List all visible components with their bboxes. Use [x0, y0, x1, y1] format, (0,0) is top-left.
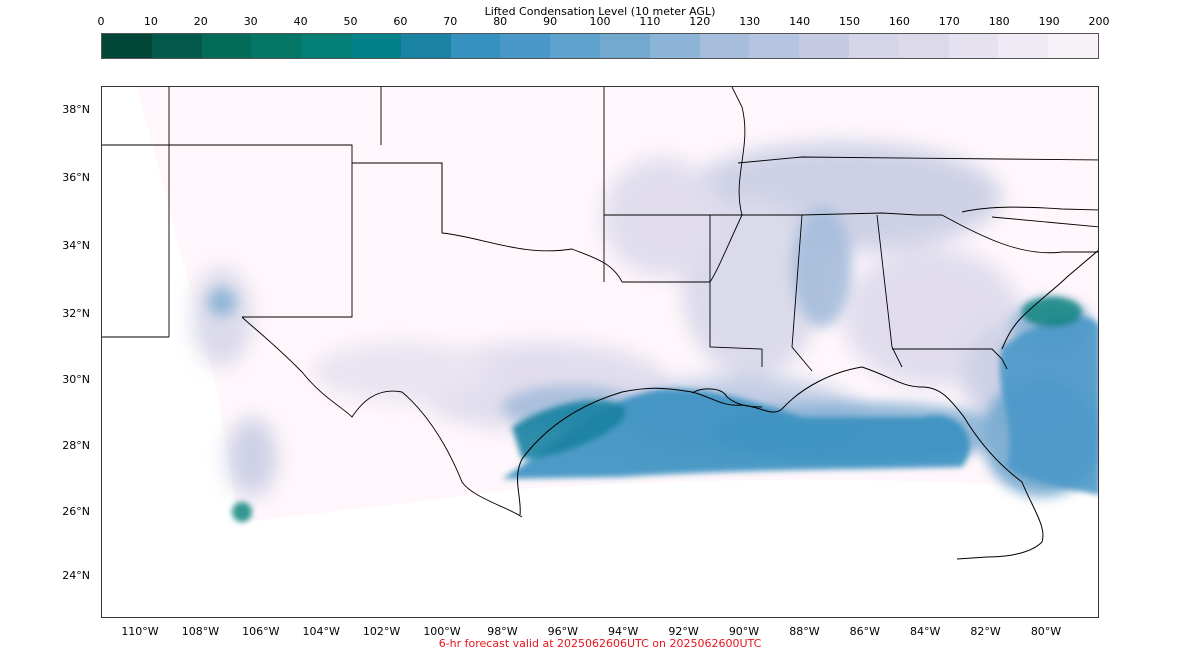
longitude-label: 104°W	[302, 625, 340, 638]
colorbar-bin	[749, 34, 800, 58]
colorbar-bin	[350, 34, 401, 58]
colorbar-tick-label: 180	[988, 15, 1010, 28]
colorbar-bin	[400, 34, 451, 58]
colorbar-bin	[450, 34, 501, 58]
colorbar-bin	[550, 34, 600, 58]
longitude-label: 96°W	[547, 625, 578, 638]
colorbar-bin	[898, 34, 949, 58]
colorbar-tick-label: 50	[343, 15, 358, 28]
longitude-label: 110°W	[121, 625, 159, 638]
map-frame	[101, 86, 1099, 618]
longitude-label: 80°W	[1030, 625, 1062, 638]
colorbar-tick-label: 10	[143, 15, 158, 28]
longitude-label: 88°W	[789, 625, 820, 638]
colorbar-bin	[500, 34, 551, 58]
latitude-label: 34°N	[62, 239, 90, 252]
colorbar-tick-label: 130	[739, 15, 761, 28]
map-canvas	[102, 87, 1098, 560]
coastline	[517, 250, 1098, 560]
colorbar-tick-label: 150	[839, 15, 860, 28]
colorbar-tick-label: 190	[1038, 15, 1060, 28]
colorbar-bin	[201, 34, 252, 58]
colorbar-tick-label: 110	[639, 15, 661, 28]
latitude-label: 28°N	[62, 439, 90, 452]
latitude-label: 24°N	[62, 569, 90, 582]
colorbar-bin	[998, 34, 1049, 58]
colorbar-bin	[699, 34, 750, 58]
forecast-valid-text: 6-hr forecast valid at 2025062606UTC on …	[438, 637, 762, 650]
colorbar-tick-label: 140	[789, 15, 811, 28]
colorbar-bin	[599, 34, 650, 58]
longitude-label: 86°W	[849, 625, 880, 638]
colorbar-tick-label: 40	[293, 15, 308, 28]
colorbar	[101, 33, 1099, 59]
colorbar-bin	[251, 34, 302, 58]
latitude-label: 36°N	[62, 171, 90, 184]
state-borders	[102, 87, 1098, 518]
colorbar-tick-label: 60	[393, 15, 408, 28]
latitude-label: 26°N	[62, 505, 90, 518]
lcl-field-gulf	[232, 297, 1098, 522]
longitude-label: 94°W	[608, 625, 639, 638]
latitude-label: 32°N	[62, 307, 90, 320]
colorbar-tick-label: 100	[589, 15, 611, 28]
colorbar-tick-label: 200	[1088, 15, 1110, 28]
colorbar-bin	[948, 34, 999, 58]
latitude-label: 30°N	[62, 373, 90, 386]
colorbar-tick-label: 20	[193, 15, 208, 28]
longitude-label: 106°W	[242, 625, 280, 638]
longitude-label: 82°W	[970, 625, 1001, 638]
colorbar-tick-label: 170	[938, 15, 960, 28]
longitude-label: 84°W	[910, 625, 941, 638]
colorbar-bin	[1048, 34, 1098, 58]
colorbar-bin	[301, 34, 351, 58]
latitude-label: 38°N	[62, 103, 90, 116]
longitude-label: 102°W	[362, 625, 401, 638]
colorbar-tick-label: 90	[543, 15, 558, 28]
colorbar-tick-label: 0	[97, 15, 105, 28]
colorbar-tick-label: 30	[243, 15, 258, 28]
colorbar-tick-label: 70	[443, 15, 458, 28]
colorbar-bin	[649, 34, 700, 58]
colorbar-tick-label: 120	[689, 15, 711, 28]
longitude-label: 108°W	[181, 625, 220, 638]
colorbar-bin	[102, 34, 152, 58]
colorbar-tick-label: 80	[493, 15, 508, 28]
longitude-label: 100°W	[423, 625, 461, 638]
colorbar-tick-label: 160	[888, 15, 910, 28]
colorbar-bin	[151, 34, 202, 58]
longitude-label: 90°W	[728, 625, 760, 638]
longitude-label: 98°W	[487, 625, 518, 638]
colorbar-title: Lifted Condensation Level (10 meter AGL)	[484, 5, 716, 18]
colorbar-bin	[848, 34, 899, 58]
longitude-label: 92°W	[668, 625, 699, 638]
colorbar-bin	[799, 34, 849, 58]
